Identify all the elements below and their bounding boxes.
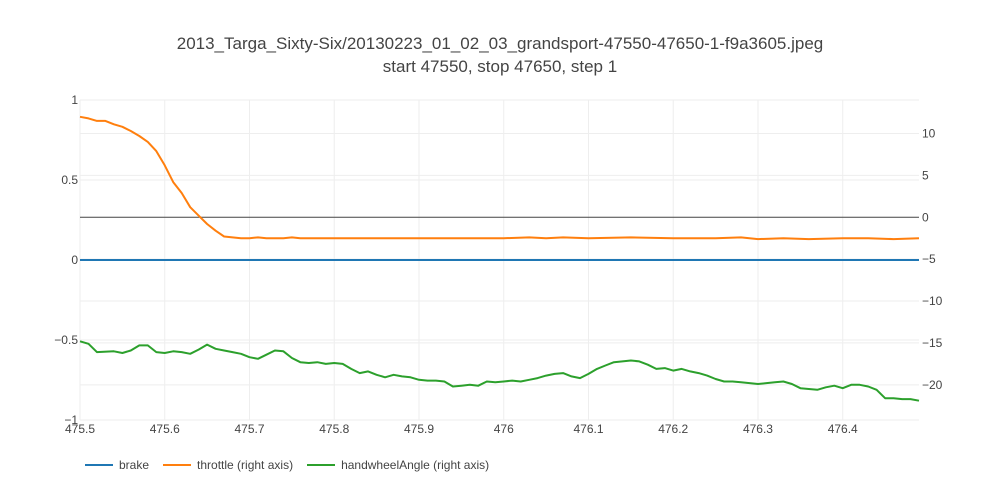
y-left-tick-label: −1 [64,413,78,427]
x-tick-label: 475.7 [234,422,264,436]
series-line-handwheelangle [79,340,920,402]
x-tick-label: 475.8 [319,422,349,436]
x-tick-label: 476.1 [573,422,603,436]
legend-swatch-handwheel-angle [307,464,336,466]
legend-swatch-brake [85,464,113,466]
legend-label: handwheelAngle (right axis) [341,458,490,472]
series-line-throttle [79,115,920,241]
grid [79,99,919,421]
legend-item-throttle[interactable]: throttle (right axis) [163,458,293,472]
y-right-tick-label: −5 [922,252,936,266]
legend-label: throttle (right axis) [197,458,294,472]
x-tick-label: 475.6 [150,422,180,436]
y-left-tick-label: 0 [71,253,78,267]
legend[interactable]: brake throttle (right axis) handwheelAng… [85,458,489,472]
x-tick-label: 476.2 [658,422,688,436]
x-tick-label: 476 [494,422,514,436]
x-tick-label: 476.4 [828,422,858,436]
chart-title: 2013_Targa_Sixty-Six/20130223_01_02_03_g… [176,34,824,53]
legend-swatch-throttle [163,464,192,466]
x-tick-label: 475.9 [404,422,434,436]
legend-label: brake [119,458,150,472]
y-right-tick-label: −15 [922,336,943,350]
y-right-tick-label: 0 [922,210,929,224]
y-right-tick-label: 10 [922,127,936,141]
x-tick-label: 476.3 [743,422,773,436]
y-left-tick-label: 1 [71,93,78,107]
tick-labels: 475.5 475.6 475.7 475.8 475.9 476 476.1 476.2 47… [54,93,942,436]
legend-item-brake[interactable]: brake [85,458,149,472]
y-right-tick-label: −10 [922,294,943,308]
chart-subtitle: start 47550, stop 47650, step 1 [382,57,618,76]
series-group [79,115,920,402]
legend-item-handwheel-angle[interactable]: handwheelAngle (right axis) [307,458,489,472]
y-right-tick-label: 5 [922,168,929,182]
x-tick-label: 475.5 [65,422,95,436]
y-left-tick-label: −0.5 [54,333,78,347]
y-right-tick-label: −20 [922,378,943,392]
y-left-tick-label: 0.5 [61,173,78,187]
